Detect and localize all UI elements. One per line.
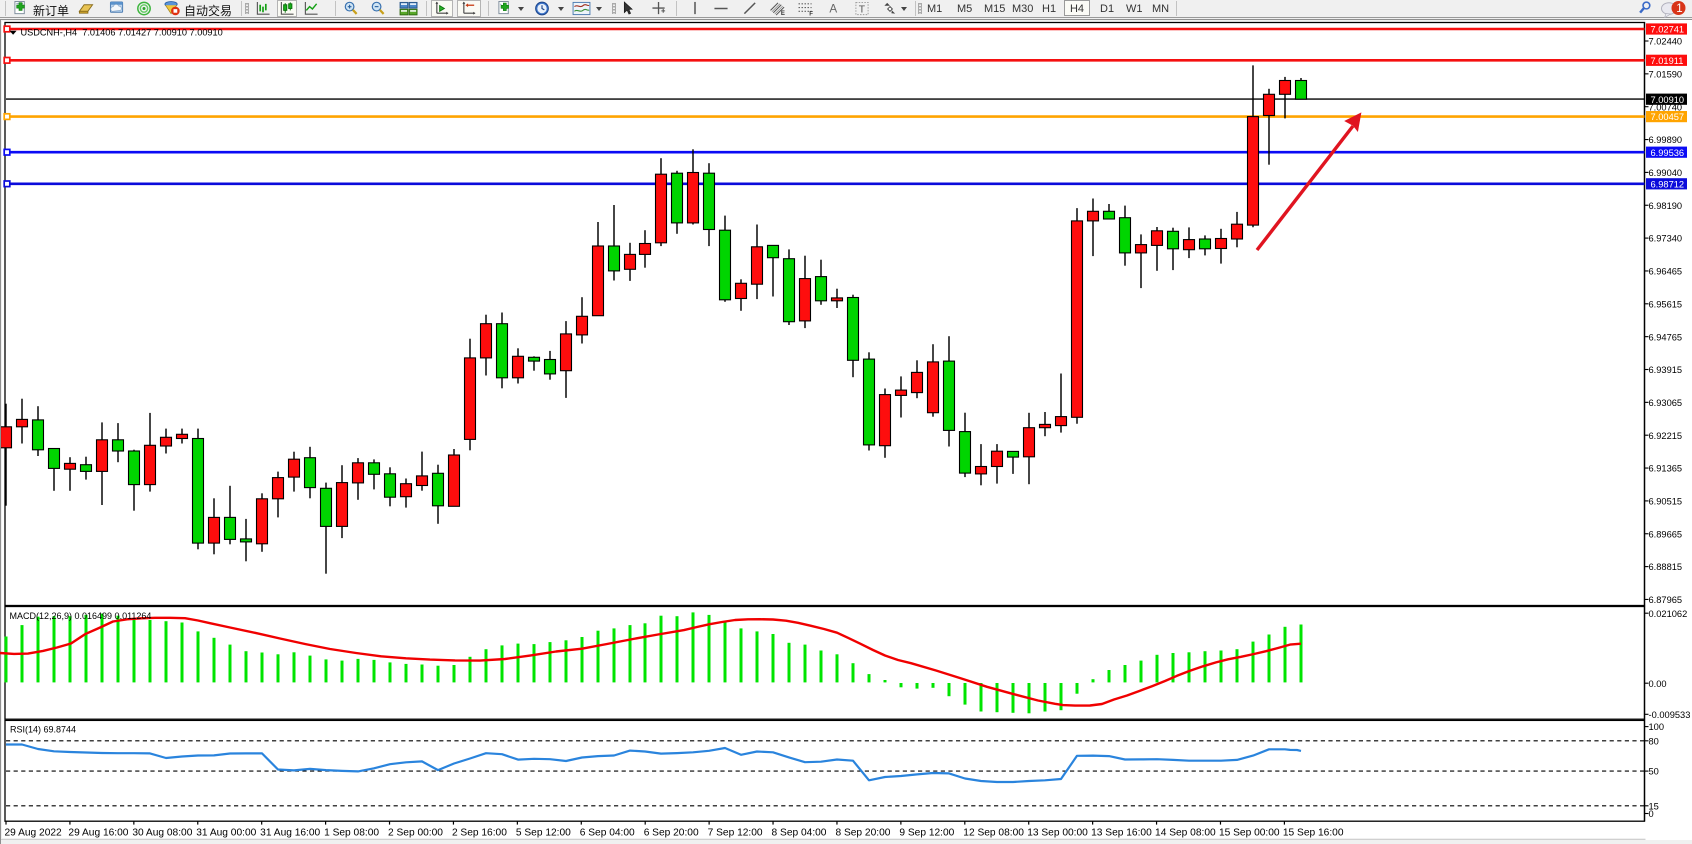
- svg-text:USDCNH-,H4 7.01406 7.01427 7.: USDCNH-,H4 7.01406 7.01427 7.00910 7.009…: [21, 28, 223, 38]
- svg-text:12 Sep 08:00: 12 Sep 08:00: [963, 828, 1024, 839]
- svg-text:6 Sep 20:00: 6 Sep 20:00: [644, 828, 699, 839]
- svg-text:31 Aug 00:00: 31 Aug 00:00: [196, 828, 256, 839]
- svg-text:6.93915: 6.93915: [1649, 365, 1683, 375]
- svg-text:29 Aug 2022: 29 Aug 2022: [5, 828, 63, 839]
- svg-text:T: T: [859, 4, 866, 15]
- svg-text:6.96465: 6.96465: [1649, 267, 1683, 277]
- svg-text:1: 1: [1676, 3, 1682, 15]
- svg-text:31 Aug 16:00: 31 Aug 16:00: [260, 828, 320, 839]
- svg-text:15 Sep 16:00: 15 Sep 16:00: [1283, 828, 1344, 839]
- svg-text:6.89665: 6.89665: [1649, 529, 1683, 539]
- svg-text:7 Sep 12:00: 7 Sep 12:00: [708, 828, 763, 839]
- svg-text:7.00910: 7.00910: [1651, 95, 1685, 105]
- svg-text:6.95615: 6.95615: [1649, 299, 1683, 309]
- svg-text:A: A: [829, 3, 837, 16]
- svg-text:13 Sep 16:00: 13 Sep 16:00: [1091, 828, 1152, 839]
- svg-text:6.93065: 6.93065: [1649, 398, 1683, 408]
- svg-text:5 Sep 12:00: 5 Sep 12:00: [516, 828, 571, 839]
- svg-text:-0.009533: -0.009533: [1649, 710, 1691, 720]
- svg-text:6.92215: 6.92215: [1649, 431, 1683, 441]
- svg-text:7.01590: 7.01590: [1649, 69, 1683, 79]
- svg-text:MACD(12,26,9) 0.016499 0.01126: MACD(12,26,9) 0.016499 0.011264: [10, 611, 152, 621]
- svg-text:1 Sep 08:00: 1 Sep 08:00: [324, 828, 379, 839]
- svg-text:7.00457: 7.00457: [1651, 112, 1685, 122]
- svg-text:14 Sep 08:00: 14 Sep 08:00: [1155, 828, 1216, 839]
- svg-text:E: E: [781, 10, 785, 16]
- svg-text:100: 100: [1649, 722, 1665, 732]
- svg-text:6.99040: 6.99040: [1649, 168, 1683, 178]
- svg-text:7.00740: 7.00740: [1649, 102, 1683, 112]
- svg-text:6.99536: 6.99536: [1651, 148, 1685, 158]
- svg-text:9 Sep 12:00: 9 Sep 12:00: [899, 828, 954, 839]
- svg-text:6.99890: 6.99890: [1649, 135, 1683, 145]
- svg-text:30 Aug 08:00: 30 Aug 08:00: [132, 828, 192, 839]
- svg-text:13 Sep 00:00: 13 Sep 00:00: [1027, 828, 1088, 839]
- svg-text:8 Sep 04:00: 8 Sep 04:00: [772, 828, 827, 839]
- svg-text:F: F: [809, 11, 813, 16]
- svg-text:6.87965: 6.87965: [1649, 595, 1683, 605]
- svg-text:6.88815: 6.88815: [1649, 562, 1683, 572]
- svg-text:6.91365: 6.91365: [1649, 464, 1683, 474]
- svg-text:15 Sep 00:00: 15 Sep 00:00: [1219, 828, 1280, 839]
- svg-text:6.94765: 6.94765: [1649, 332, 1683, 342]
- svg-text:8 Sep 20:00: 8 Sep 20:00: [835, 828, 890, 839]
- svg-text:6 Sep 04:00: 6 Sep 04:00: [580, 828, 635, 839]
- svg-text:15: 15: [1649, 801, 1659, 811]
- svg-text:6.98712: 6.98712: [1651, 179, 1685, 189]
- svg-text:80: 80: [1649, 736, 1659, 746]
- svg-text:6.90515: 6.90515: [1649, 497, 1683, 507]
- svg-text:6.98190: 6.98190: [1649, 201, 1683, 211]
- svg-text:7.01911: 7.01911: [1651, 56, 1684, 66]
- svg-text:2 Sep 16:00: 2 Sep 16:00: [452, 828, 507, 839]
- svg-text:29 Aug 16:00: 29 Aug 16:00: [68, 828, 128, 839]
- svg-text:RSI(14) 69.8744: RSI(14) 69.8744: [10, 725, 76, 735]
- svg-text:0.021062: 0.021062: [1649, 609, 1688, 619]
- svg-text:0: 0: [1649, 809, 1654, 819]
- svg-text:7.02741: 7.02741: [1651, 25, 1685, 35]
- svg-text:2 Sep 00:00: 2 Sep 00:00: [388, 828, 443, 839]
- svg-text:7.02440: 7.02440: [1649, 37, 1683, 47]
- svg-text:0.00: 0.00: [1649, 679, 1667, 689]
- svg-text:50: 50: [1649, 767, 1659, 777]
- svg-text:6.97340: 6.97340: [1649, 234, 1683, 244]
